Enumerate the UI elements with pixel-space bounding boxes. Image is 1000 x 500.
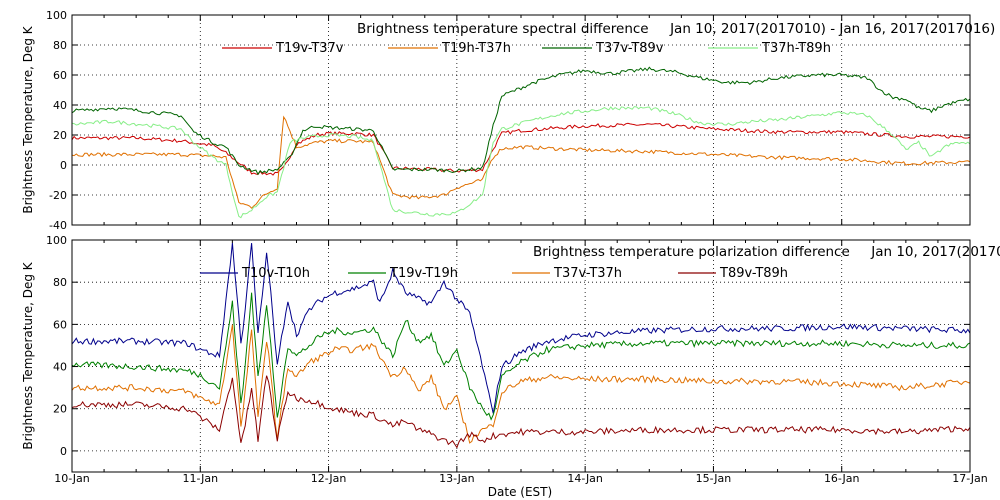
y-tick-label: 80 bbox=[53, 276, 67, 289]
legend-label: T10v-T10h bbox=[241, 266, 310, 281]
legend-label: T89v-T89h bbox=[719, 266, 788, 281]
y-tick-label: 80 bbox=[53, 39, 67, 52]
y-tick-label: 40 bbox=[53, 361, 67, 374]
y-tick-label: 0 bbox=[60, 445, 67, 458]
bottom-series bbox=[71, 242, 971, 449]
x-tick-label: 10-Jan bbox=[54, 472, 90, 485]
top-grid bbox=[72, 15, 970, 225]
y-tick-label: 60 bbox=[53, 69, 67, 82]
bottom-panel: 0 20 40 60 80 100 10-Jan 11-Jan 12-Jan 13-Jan 14-… bbox=[21, 234, 1000, 499]
bottom-legend: T10v-T10h T19v-T19h T37v-T37h T89v-T89h bbox=[200, 266, 788, 281]
y-tick-label: 0 bbox=[60, 159, 67, 172]
x-tick-label: 11-Jan bbox=[183, 472, 219, 485]
series-line-T37h-T89h bbox=[71, 106, 971, 219]
top-panel: -40 -20 0 20 40 60 80 100 Brightness temperatur… bbox=[21, 9, 995, 232]
top-legend: T19v-T37v T19h-T37h T37v-T89v T37h-T89h bbox=[222, 41, 831, 56]
series-line-T19v-T37v bbox=[71, 122, 971, 176]
y-tick-label: 20 bbox=[53, 129, 67, 142]
y-tick-label: 100 bbox=[46, 234, 67, 247]
legend-label: T37h-T89h bbox=[761, 41, 831, 56]
legend-label: T19h-T37h bbox=[441, 41, 511, 56]
legend-label: T19v-T37v bbox=[275, 41, 344, 56]
x-tick-label: 12-Jan bbox=[311, 472, 347, 485]
x-axis-label: Date (EST) bbox=[488, 485, 552, 499]
y-tick-label: -40 bbox=[49, 219, 67, 232]
series-line-T37v-T37h bbox=[71, 324, 971, 444]
x-tick-label: 13-Jan bbox=[439, 472, 475, 485]
bottom-y-axis-label: Brightness Temperature, Deg K bbox=[21, 261, 35, 449]
x-ticks: 10-Jan 11-Jan 12-Jan 13-Jan 14-Jan 15-Jan 16-J… bbox=[54, 472, 988, 485]
x-tick-label: 16-Jan bbox=[824, 472, 860, 485]
series-line-T19h-T37h bbox=[71, 115, 971, 209]
y-tick-label: 60 bbox=[53, 318, 67, 331]
y-tick-label: 100 bbox=[46, 9, 67, 22]
bottom-y-ticks: 0 20 40 60 80 100 bbox=[46, 234, 971, 472]
top-y-ticks: -40 -20 0 20 40 60 80 100 bbox=[46, 9, 971, 232]
series-line-T10v-T10h bbox=[71, 242, 971, 414]
x-tick-label: 15-Jan bbox=[696, 472, 732, 485]
x-tick-label: 17-Jan bbox=[952, 472, 988, 485]
x-tick-label: 14-Jan bbox=[567, 472, 603, 485]
y-tick-label: 40 bbox=[53, 99, 67, 112]
top-series bbox=[71, 66, 971, 219]
legend-label: T19v-T19h bbox=[389, 266, 458, 281]
y-tick-label: 20 bbox=[53, 403, 67, 416]
legend-label: T37v-T89v bbox=[595, 41, 664, 56]
series-line-T89v-T89h bbox=[71, 375, 971, 449]
series-line-T19v-T19h bbox=[71, 292, 971, 421]
series-line-T37v-T89v bbox=[71, 66, 971, 176]
top-chart-title: Brightness temperature spectral differen… bbox=[357, 21, 995, 37]
bottom-chart-title: Brightness temperature polarization diff… bbox=[533, 244, 1000, 260]
y-tick-label: -20 bbox=[49, 189, 67, 202]
top-y-axis-label: Brightness Temperature, Deg K bbox=[21, 25, 35, 213]
legend-label: T37v-T37h bbox=[553, 266, 622, 281]
